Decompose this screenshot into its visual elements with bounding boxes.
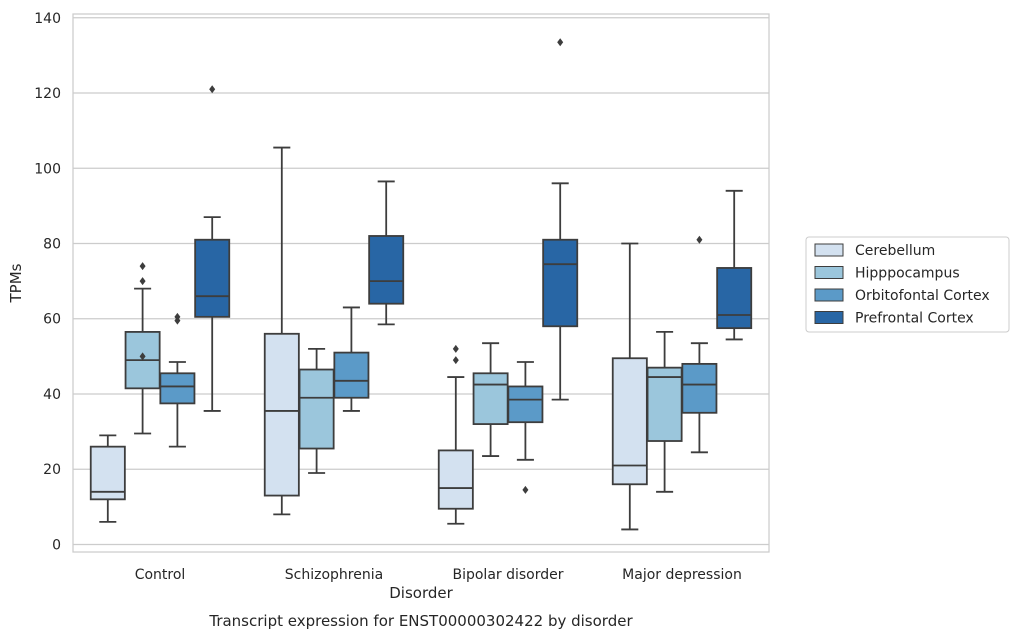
box-3-0 <box>194 85 231 412</box>
y-axis-title: TPMs <box>7 263 25 303</box>
legend-swatch <box>814 266 844 279</box>
box-iqr <box>89 445 126 501</box>
box-3-3 <box>716 189 753 341</box>
x-tick-labels: Control Schizophrenia Bipolar disorder Majo… <box>135 567 742 583</box>
y-tick-label: 0 <box>52 537 61 553</box>
box-3-2 <box>542 38 579 401</box>
box-iqr <box>716 267 753 330</box>
y-tick-label: 120 <box>34 86 61 102</box>
y-tick-label: 40 <box>43 387 61 403</box>
box-3-1 <box>368 180 405 326</box>
outlier-point <box>139 352 146 361</box>
box-iqr <box>646 366 683 442</box>
y-tick-label: 100 <box>34 161 61 177</box>
y-tick-label: 60 <box>43 312 61 328</box>
legend-label: Orbitofontal Cortex <box>855 288 990 304</box>
legend: Cerebellum Hipppocampus Orbitofontal Corte… <box>805 236 1010 333</box>
legend-frame <box>805 236 1010 333</box>
outlier-point <box>696 235 703 244</box>
box-iqr <box>263 332 300 497</box>
legend-label: Cerebellum <box>855 243 935 259</box>
box-iqr <box>611 357 648 486</box>
legend-item: Hipppocampus <box>814 266 960 282</box>
legend-item: Orbitofontal Cortex <box>814 288 990 304</box>
box-2-2 <box>507 361 544 494</box>
box-iqr <box>542 238 579 328</box>
box-2-3 <box>681 235 718 454</box>
box-0-3 <box>611 242 648 531</box>
y-tick-labels: 0 20 40 60 80 100 120 140 <box>34 11 61 554</box>
box-1-3 <box>646 331 683 493</box>
box-iqr <box>681 362 718 414</box>
box-2-1 <box>333 306 370 412</box>
x-tick-label: Major depression <box>622 567 742 583</box>
x-tick-label: Bipolar disorder <box>452 567 563 583</box>
legend-swatch <box>814 288 844 302</box>
box-iqr <box>507 385 544 424</box>
outlier-point <box>522 485 529 494</box>
x-axis-title: Disorder <box>389 584 453 602</box>
box-iqr <box>368 235 405 305</box>
box-0-2 <box>437 344 474 525</box>
box-2-0 <box>159 312 196 448</box>
legend-item: Prefrontal Cortex <box>814 311 974 327</box>
box-1-2 <box>472 342 509 457</box>
y-tick-label: 80 <box>43 236 61 252</box>
chart-caption: Transcript expression for ENST0000030242… <box>208 612 633 630</box>
plot-area-frame <box>72 13 770 553</box>
legend-item: Cerebellum <box>814 243 935 259</box>
box-iqr <box>333 351 370 399</box>
box-1-0 <box>124 262 161 435</box>
legend-label: Hipppocampus <box>855 266 960 282</box>
outlier-point <box>174 312 181 321</box>
outlier-point <box>452 344 459 353</box>
box-iqr <box>437 449 474 510</box>
y-tick-label: 20 <box>43 462 61 478</box>
legend-label: Prefrontal Cortex <box>855 311 974 327</box>
outlier-point <box>139 277 146 286</box>
outlier-point <box>557 38 564 47</box>
box-iqr <box>194 238 231 318</box>
legend-swatch <box>814 243 844 257</box>
x-tick-label: Control <box>135 567 186 583</box>
box-series <box>89 38 753 531</box>
box-0-0 <box>89 434 126 523</box>
box-0-1 <box>263 146 300 516</box>
legend-swatch <box>814 311 844 324</box>
outlier-point <box>209 85 216 94</box>
x-tick-label: Schizophrenia <box>285 567 383 583</box>
box-iqr <box>472 372 509 425</box>
box-1-1 <box>298 347 335 474</box>
y-tick-label: 140 <box>34 11 61 27</box>
box-iqr <box>298 368 335 450</box>
box-iqr <box>159 372 196 405</box>
outlier-point <box>139 262 146 271</box>
outlier-point <box>452 356 459 365</box>
